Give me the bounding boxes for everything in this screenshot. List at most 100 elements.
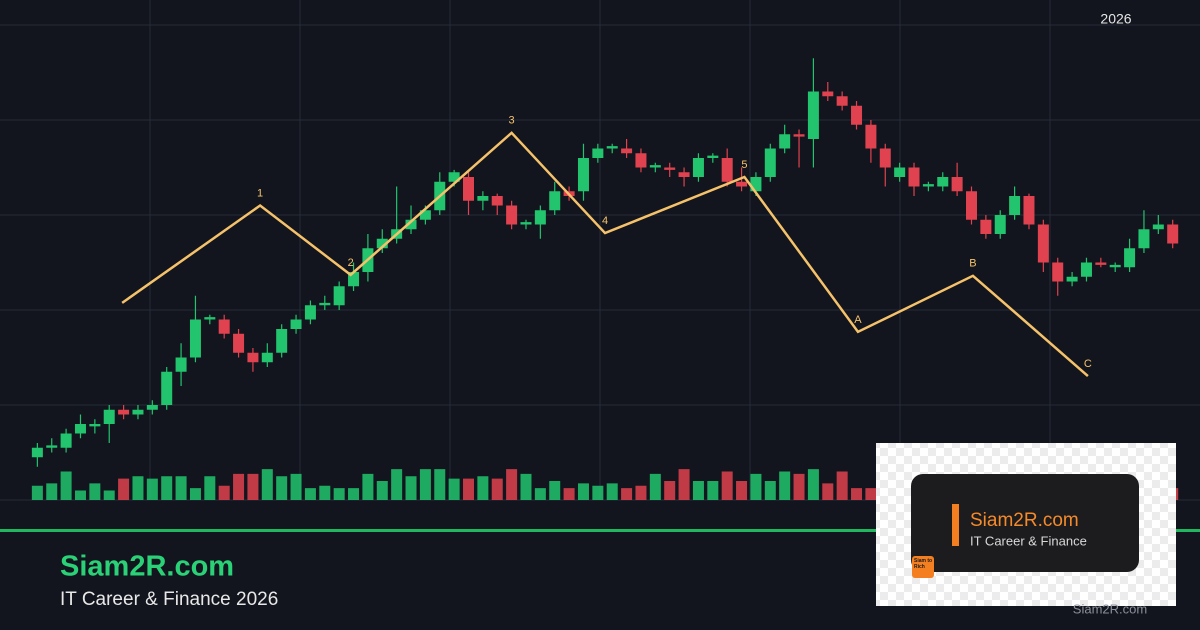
volume-bar [807, 469, 819, 500]
candle-body [1095, 262, 1107, 265]
wave-label: 1 [257, 187, 263, 199]
logo-badge [912, 556, 934, 578]
volume-bar [736, 481, 748, 500]
volume-bar [348, 488, 360, 500]
footer-subtitle: IT Career & Finance 2026 [60, 589, 278, 610]
wave-layer: 1 2 3 4 5 A B C [121, 115, 1092, 377]
volume-bar [146, 478, 158, 500]
volume-bar [218, 485, 230, 500]
candle-body [491, 196, 503, 206]
candle-body [649, 165, 661, 168]
candle-body [721, 158, 733, 182]
candle-body [204, 317, 216, 320]
volume-bar [764, 481, 776, 500]
candle-body [664, 167, 676, 170]
volume-bar [419, 469, 431, 500]
wave-label: 3 [509, 115, 515, 127]
candle-body [189, 319, 201, 358]
volume-bar [664, 481, 676, 500]
candle-body [965, 191, 977, 220]
candle-body [851, 105, 863, 125]
candle-body [276, 329, 288, 353]
wave-label: A [854, 314, 862, 326]
footer-title: Siam2R.com [60, 551, 234, 583]
volume-bar [261, 469, 273, 500]
candle-body [146, 405, 158, 410]
candle-body [290, 319, 302, 329]
candle-body [103, 409, 115, 424]
volume-bar [750, 473, 762, 500]
candle-body [980, 219, 992, 234]
candle-body [448, 172, 460, 182]
volume-bar [247, 473, 259, 500]
volume-bar [189, 488, 201, 500]
volume-bar [477, 476, 489, 500]
wave-label: 2 [348, 257, 354, 269]
candle-body [1138, 229, 1150, 249]
candle-body [534, 210, 546, 225]
volume-bar [506, 469, 518, 500]
candle-body [132, 409, 144, 415]
candle-body [822, 91, 834, 97]
volume-bar [304, 488, 316, 500]
volume-bar [233, 473, 245, 500]
volume-bar [60, 471, 72, 500]
wave-label: B [969, 258, 976, 270]
logo-bar [952, 504, 959, 546]
logo-name: Siam2R.com [970, 510, 1079, 531]
candle-body [606, 146, 618, 149]
volume-bar [376, 481, 388, 500]
volume-bar [851, 488, 863, 500]
logo-badge-box: Siam to Rich [914, 558, 933, 570]
logo-tagline: IT Career & Finance [970, 533, 1087, 548]
candle-body [419, 210, 431, 220]
candle-body [247, 352, 259, 363]
volume-bar [721, 471, 733, 500]
wave-label: 5 [741, 159, 747, 171]
volume-bar [678, 469, 690, 500]
candle-body [994, 215, 1006, 234]
candle-body [577, 158, 589, 192]
volume-bar [448, 478, 460, 500]
candle-body [894, 167, 906, 177]
candle-body [865, 124, 877, 149]
watermark: Siam2R.com [1073, 601, 1147, 616]
volume-bar [319, 485, 331, 500]
volume-bar [592, 485, 604, 500]
volume-bar [405, 476, 417, 500]
candle-body [520, 222, 532, 225]
volume-bar [161, 476, 173, 500]
candle-body [1052, 262, 1064, 282]
candle-body [218, 319, 230, 334]
volume-bar [132, 476, 144, 500]
wave-line [121, 131, 1089, 377]
logo-badge-text: Siam to Rich [914, 558, 933, 570]
volume-bar [74, 490, 86, 500]
candle-body [1124, 248, 1136, 268]
candle-body [879, 148, 891, 168]
separator [0, 529, 1200, 532]
volume-bar [434, 469, 446, 500]
candle-body [463, 177, 475, 201]
candle-body [46, 445, 58, 448]
candle-body [836, 96, 848, 106]
volume-bar [577, 483, 589, 500]
volume-bar [103, 490, 115, 500]
candle-body [161, 371, 173, 405]
volume-bar [865, 488, 877, 500]
volume-bar [621, 488, 633, 500]
year-annotation: 2026 [1100, 11, 1131, 27]
volume-bar [491, 478, 503, 500]
volume-bar [822, 483, 834, 500]
volume-bar [563, 488, 575, 500]
candle-body [333, 286, 345, 306]
candle-body [951, 177, 963, 192]
wave-label: C [1084, 358, 1092, 370]
candle-body [750, 177, 762, 192]
candle-body [1080, 262, 1092, 277]
candle-body [31, 447, 43, 458]
candle-body [118, 409, 130, 415]
candle-body [736, 181, 748, 187]
candle-body [592, 148, 604, 158]
volume-bar [836, 471, 848, 500]
